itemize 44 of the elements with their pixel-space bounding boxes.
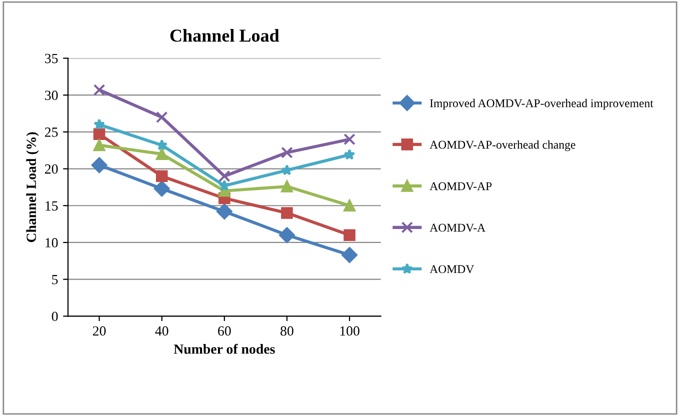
point xyxy=(156,170,168,182)
point xyxy=(281,207,293,219)
point xyxy=(342,247,358,263)
x-tick-label: 40 xyxy=(155,326,168,336)
y-tick-label: 5 xyxy=(52,275,58,284)
legend-label: AOMDV-AP xyxy=(430,182,492,190)
y-tick-label: 10 xyxy=(46,238,58,248)
x-tick-label: 20 xyxy=(92,326,106,336)
point xyxy=(281,180,293,192)
point xyxy=(279,227,295,244)
legend-label: Improved AOMDV-AP-overhead improvement xyxy=(430,98,654,110)
x-tick-label: 100 xyxy=(340,326,360,336)
point xyxy=(218,170,230,182)
x-axis-title: Number of nodes xyxy=(174,344,275,354)
point xyxy=(91,157,108,174)
point xyxy=(156,139,168,150)
y-tick-label: 15 xyxy=(46,201,58,211)
y-tick-label: 30 xyxy=(45,90,58,100)
point xyxy=(156,111,168,124)
y-tick-label: 0 xyxy=(52,312,58,322)
point xyxy=(94,118,105,130)
legend-label: AOMDV-A xyxy=(430,224,486,232)
legend-label: AOMDV-AP-overhead change xyxy=(430,140,576,152)
point xyxy=(156,148,168,160)
x-tick-label: 60 xyxy=(218,326,231,336)
point xyxy=(281,164,293,176)
point xyxy=(344,200,356,212)
y-tick-label: 35 xyxy=(45,54,58,64)
point xyxy=(218,180,230,191)
point xyxy=(344,148,356,160)
y-axis-title: Channel Load (%) xyxy=(26,132,39,242)
x-tick-label: 80 xyxy=(280,326,294,336)
y-tick-label: 20 xyxy=(45,164,58,174)
y-tick-label: 25 xyxy=(45,128,58,137)
point xyxy=(93,139,106,152)
chart-title: Channel Load xyxy=(170,29,280,42)
point xyxy=(93,84,106,96)
point xyxy=(93,128,106,140)
point xyxy=(216,204,232,220)
legend-label: AOMDV xyxy=(430,265,474,274)
point xyxy=(281,146,293,158)
point xyxy=(154,180,170,197)
point xyxy=(344,229,356,242)
point xyxy=(344,133,356,146)
